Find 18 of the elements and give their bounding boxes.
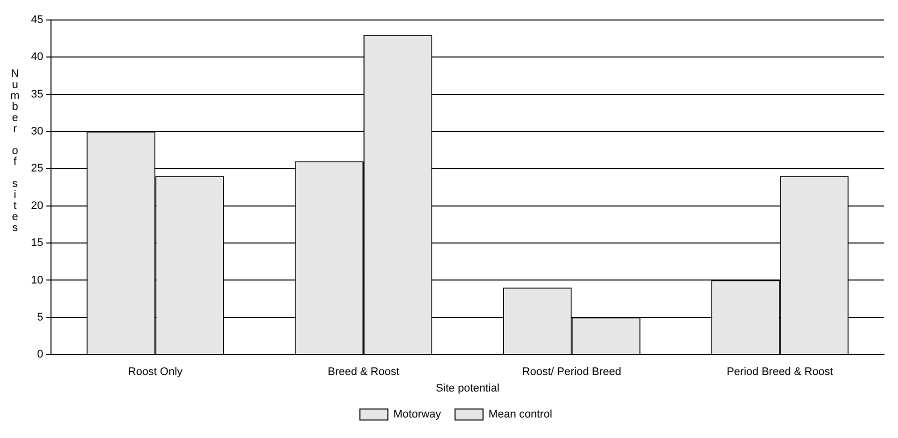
legend-label: Motorway [393, 408, 442, 421]
y-tick-label: 30 [30, 126, 44, 138]
x-tick-label: Period Breed & Roost [726, 366, 834, 378]
x-tick-label: Roost Only [128, 366, 184, 378]
y-tick-label: 20 [30, 200, 44, 212]
y-tick-label: 25 [30, 162, 44, 175]
y-tick-label: 5 [37, 311, 44, 324]
x-tick-label: Breed & Roost [328, 366, 400, 378]
y-tick-label: 45 [30, 14, 44, 26]
legend-label: Mean control [488, 408, 552, 421]
x-tick-label: Roost/ Period Breed [522, 366, 622, 378]
y-tick-label: 40 [30, 51, 44, 64]
y-axis-title: Number of sites [8, 68, 22, 233]
y-tick-label: 0 [37, 348, 44, 361]
y-tick-label: 10 [30, 274, 44, 286]
y-tick-label: 15 [30, 237, 44, 250]
x-axis-title: Site potential [436, 382, 500, 394]
y-tick-label: 35 [30, 88, 44, 100]
